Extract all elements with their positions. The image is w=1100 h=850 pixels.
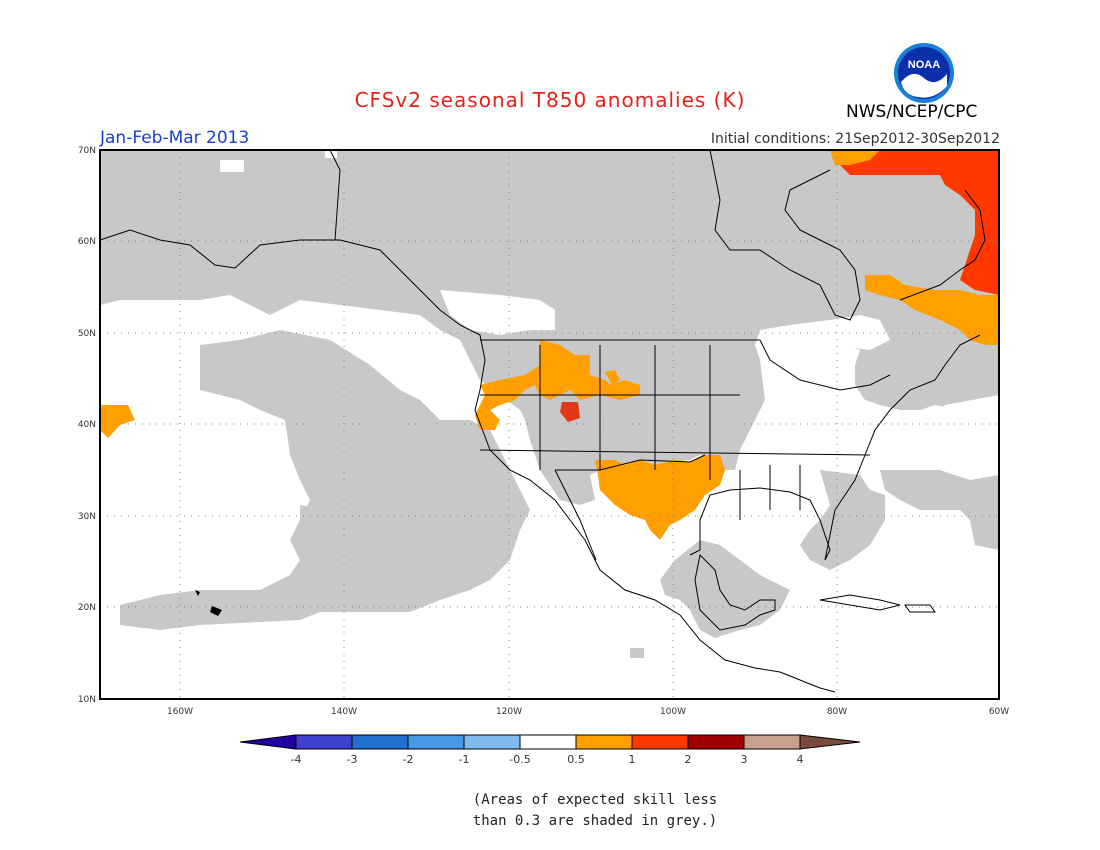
map-title: CFSv2 seasonal T850 anomalies (K) <box>354 88 746 112</box>
legend-swatch <box>575 734 633 750</box>
logo-text: NOAA <box>908 59 940 71</box>
skill-note: (Areas of expected skill less than 0.3 a… <box>0 790 1100 832</box>
lon-labels: 160W 140W 120W 100W 80W 60W <box>167 707 1009 717</box>
lat-label: 10N <box>78 695 96 705</box>
legend-label: -0.5 <box>509 753 530 766</box>
lon-label: 120W <box>496 707 522 717</box>
map-frame <box>99 149 1000 700</box>
legend-swatch <box>687 734 745 750</box>
legend-label: 2 <box>685 753 692 766</box>
legend-arrow-right <box>799 734 861 750</box>
lon-label: 80W <box>827 707 847 717</box>
legend-swatch <box>407 734 465 750</box>
lat-labels: 70N 60N 50N 40N 30N 20N 10N <box>78 146 96 705</box>
coastlines <box>100 150 986 693</box>
skill-note-line: (Areas of expected skill less <box>472 792 718 808</box>
legend-swatch <box>743 734 801 750</box>
color-legend <box>239 734 861 750</box>
legend-swatch <box>351 734 409 750</box>
legend-label: 1 <box>629 753 636 766</box>
lon-label: 140W <box>331 707 357 717</box>
legend-label: 3 <box>741 753 748 766</box>
legend-label: -2 <box>403 753 414 766</box>
lat-label: 60N <box>78 237 96 247</box>
legend-label: -3 <box>347 753 358 766</box>
lon-label: 160W <box>167 707 193 717</box>
lat-label: 30N <box>78 512 96 522</box>
legend-label: 4 <box>797 753 804 766</box>
skill-cutouts <box>100 150 999 470</box>
legend-label: -4 <box>291 753 302 766</box>
legend-arrow-left <box>239 734 297 750</box>
anomaly-map: 70N 60N 50N 40N 30N 20N 10N 160W 140W 12… <box>78 146 1009 766</box>
hawaii-islands <box>195 590 222 616</box>
lat-label: 70N <box>78 146 96 156</box>
forecast-period: Jan-Feb-Mar 2013 <box>100 128 250 148</box>
legend-swatch <box>631 734 689 750</box>
legend-swatch <box>519 734 577 750</box>
legend-labels: -4 -3 -2 -1 -0.5 0.5 1 2 3 4 <box>291 753 804 766</box>
noaa-logo-icon: NOAA <box>894 43 954 103</box>
lat-label: 20N <box>78 603 96 613</box>
lon-label: 100W <box>660 707 686 717</box>
skill-note-line: than 0.3 are shaded in grey.) <box>472 813 718 829</box>
lat-label: 50N <box>78 329 96 339</box>
legend-label: 0.5 <box>567 753 585 766</box>
agency-label: NWS/NCEP/CPC <box>846 102 978 122</box>
legend-swatch <box>463 734 521 750</box>
lon-label: 60W <box>989 707 1009 717</box>
legend-label: -1 <box>459 753 470 766</box>
anomaly-shading <box>100 150 999 540</box>
initial-conditions: Initial conditions: 21Sep2012-30Sep2012 <box>710 131 1000 147</box>
lat-label: 40N <box>78 420 96 430</box>
legend-swatch <box>295 734 353 750</box>
